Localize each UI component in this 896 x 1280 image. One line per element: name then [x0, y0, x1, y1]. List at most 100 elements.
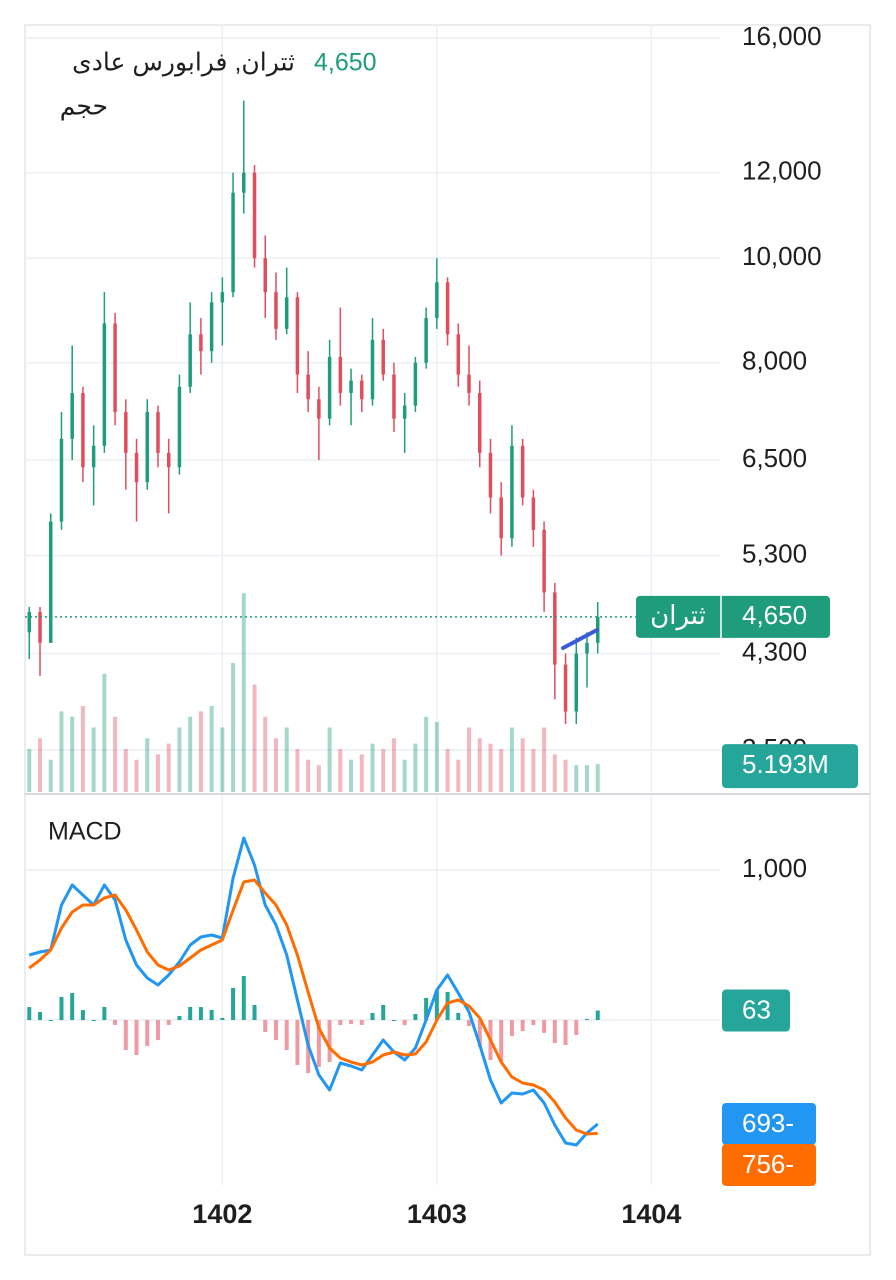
volume-layer — [27, 593, 600, 792]
candle-body — [478, 392, 482, 453]
candle-body — [338, 356, 343, 393]
volume-bar — [370, 743, 375, 792]
candle-body — [38, 611, 42, 643]
histogram-bar — [38, 1012, 43, 1020]
candle-body — [327, 356, 332, 419]
x-tick-label: 1404 — [621, 1199, 681, 1229]
volume-bar — [424, 716, 429, 792]
volume-bar — [520, 738, 525, 792]
y-tick-label: 12,000 — [742, 156, 822, 186]
volume-bar — [327, 727, 332, 792]
macd-line — [28, 878, 598, 1136]
chart-frame — [24, 24, 871, 1256]
volume-bar — [145, 738, 150, 792]
volume-title: حجم — [60, 93, 108, 122]
candle-body — [349, 380, 353, 393]
x-tick-label: 1403 — [407, 1199, 467, 1229]
histogram-bar — [327, 1020, 332, 1062]
candle-body — [263, 258, 267, 293]
candle-body — [134, 452, 139, 483]
candle-body — [145, 412, 150, 483]
volume-bar — [91, 727, 96, 792]
candle-body — [295, 297, 300, 375]
histogram-bar — [552, 1020, 557, 1043]
histogram-bar — [542, 1020, 547, 1033]
histogram-bar — [80, 1010, 85, 1020]
candle-body — [499, 497, 503, 539]
y-tick-label: 16,000 — [742, 21, 822, 51]
histogram-bar — [370, 1012, 375, 1020]
volume-bar — [284, 727, 289, 792]
volume-bar — [263, 716, 268, 792]
candle-body — [177, 386, 182, 468]
candle-body — [488, 452, 493, 498]
volume-bar — [316, 765, 321, 792]
volume-bar — [467, 727, 472, 792]
candle-body — [510, 445, 514, 539]
volume-bar — [123, 749, 128, 792]
candle-body — [424, 318, 428, 363]
histogram-bar — [134, 1020, 139, 1055]
candle-body — [413, 362, 418, 406]
volume-bar — [273, 738, 278, 792]
histogram-bar — [27, 1007, 32, 1020]
candle-body — [402, 405, 407, 419]
histogram-bar — [241, 976, 246, 1020]
candle-body — [585, 642, 589, 654]
histogram-bar — [391, 1020, 396, 1021]
volume-bar — [552, 754, 557, 792]
histogram-bar — [456, 1012, 461, 1020]
histogram-bar — [595, 1010, 600, 1020]
volume-bar — [80, 706, 85, 792]
histogram-bar — [273, 1020, 278, 1041]
volume-bar — [134, 759, 139, 792]
histogram-bar — [59, 996, 64, 1020]
candle-body — [520, 445, 525, 498]
histogram-bar — [155, 1020, 160, 1041]
volume-bar — [198, 711, 203, 792]
y-tick-label: 4,300 — [742, 636, 807, 666]
volume-bar — [209, 706, 214, 792]
histogram-bar — [467, 1020, 472, 1026]
volume-bar — [349, 759, 354, 792]
volume-bar — [59, 711, 64, 792]
histogram-bar — [231, 987, 236, 1020]
candle-body — [435, 282, 439, 319]
histogram-bar — [509, 1020, 514, 1037]
volume-bar — [220, 727, 225, 792]
volume-bar — [509, 727, 514, 792]
volume-bar — [231, 663, 236, 792]
macd-value-label: 63 — [742, 994, 771, 1024]
candle-body — [274, 292, 278, 329]
histogram-bar — [295, 1020, 300, 1065]
candle-body — [542, 529, 546, 593]
histogram-bar — [166, 1020, 171, 1025]
macd-value-box — [722, 989, 790, 1032]
candle-body — [166, 452, 171, 468]
candle-body — [59, 438, 64, 522]
volume-bar — [595, 764, 600, 792]
volume-bar — [241, 593, 246, 792]
macd-value-box — [722, 1102, 816, 1145]
volume-bar — [563, 759, 568, 792]
x-tick-label: 1402 — [192, 1199, 252, 1229]
candle-body — [456, 334, 461, 375]
candle-body — [81, 392, 85, 468]
histogram-bar — [477, 1020, 482, 1047]
volume-bar — [585, 765, 590, 792]
volume-bar — [113, 716, 118, 792]
candle-body — [209, 302, 214, 352]
volume-bar — [574, 765, 579, 792]
volume-bar — [102, 673, 107, 792]
last-price-box — [636, 595, 830, 638]
candle-body — [231, 192, 235, 293]
histogram-bar — [252, 1005, 257, 1020]
candle-body — [306, 374, 310, 400]
y-tick-label: 10,000 — [742, 241, 822, 271]
volume-bar — [488, 743, 493, 792]
candle-body — [445, 282, 450, 335]
last-price-value: 4,650 — [742, 600, 807, 630]
volume-bar — [177, 727, 182, 792]
volume-label-box — [722, 744, 858, 789]
histogram-bar — [70, 993, 75, 1020]
